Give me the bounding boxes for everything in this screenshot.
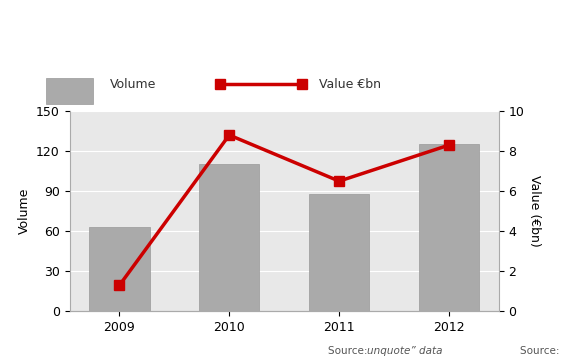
Text: Source:: Source: xyxy=(520,346,563,356)
Bar xyxy=(199,164,259,311)
Y-axis label: Value (€bn): Value (€bn) xyxy=(528,175,541,247)
Text: Value €bn: Value €bn xyxy=(319,78,381,91)
Text: unquote” data: unquote” data xyxy=(367,346,443,356)
Text: Volume: Volume xyxy=(110,78,157,91)
FancyBboxPatch shape xyxy=(46,78,93,104)
Text: Source:: Source: xyxy=(328,346,371,356)
Y-axis label: Volume: Volume xyxy=(17,188,30,234)
Bar xyxy=(89,227,150,311)
Bar xyxy=(309,194,369,311)
Text: Private equity investments in the UK consumer sector: Private equity investments in the UK con… xyxy=(46,21,534,39)
Bar xyxy=(419,144,479,311)
